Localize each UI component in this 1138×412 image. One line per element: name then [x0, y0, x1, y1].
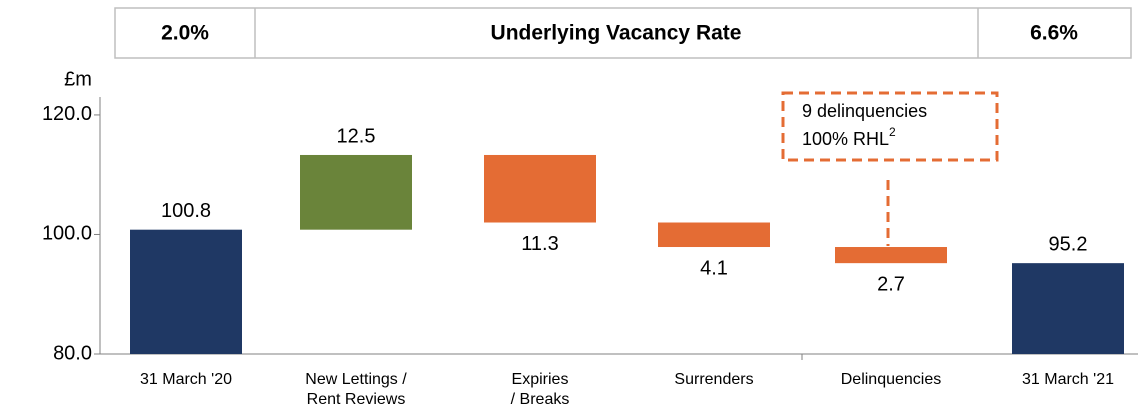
x-tick-label: 31 March '20 — [140, 371, 232, 388]
annotation-line: 100% RHL — [802, 129, 889, 149]
y-tick-label: 80.0 — [53, 342, 92, 364]
header-end: 6.6% — [1030, 22, 1078, 45]
value-label: 4.1 — [700, 257, 728, 279]
value-label: 2.7 — [877, 273, 905, 295]
value-label: 100.8 — [161, 200, 211, 222]
x-tick-label: Surrenders — [674, 371, 753, 388]
y-tick-label: 100.0 — [42, 223, 92, 245]
annotation-box — [781, 91, 999, 162]
bar — [484, 154, 596, 223]
bar — [658, 222, 770, 248]
value-label: 11.3 — [521, 233, 558, 255]
header-title: Underlying Vacancy Rate — [491, 22, 742, 45]
x-tick-label: Expiries — [512, 371, 569, 388]
value-label: 95.2 — [1049, 233, 1088, 255]
value-label: 12.5 — [337, 125, 376, 147]
header-box — [114, 7, 1132, 59]
x-tick-label: 31 March '21 — [1022, 371, 1114, 388]
annotation-text: 100% RHL2 — [802, 125, 896, 149]
x-tick-label: Delinquencies — [841, 371, 942, 388]
y-axis-label: £m — [64, 68, 92, 90]
x-tick-label: Rent Reviews — [307, 391, 406, 408]
bar — [300, 154, 412, 230]
x-tick-label: New Lettings / — [305, 371, 407, 388]
y-tick-label: 120.0 — [42, 103, 92, 125]
header-start: 2.0% — [161, 22, 209, 45]
x-tick-label: / Breaks — [511, 391, 570, 408]
annotation-superscript: 2 — [889, 125, 896, 139]
annotation-text: 9 delinquencies — [802, 101, 927, 121]
bar — [130, 229, 242, 354]
bar — [835, 247, 947, 264]
bar — [1012, 263, 1124, 354]
